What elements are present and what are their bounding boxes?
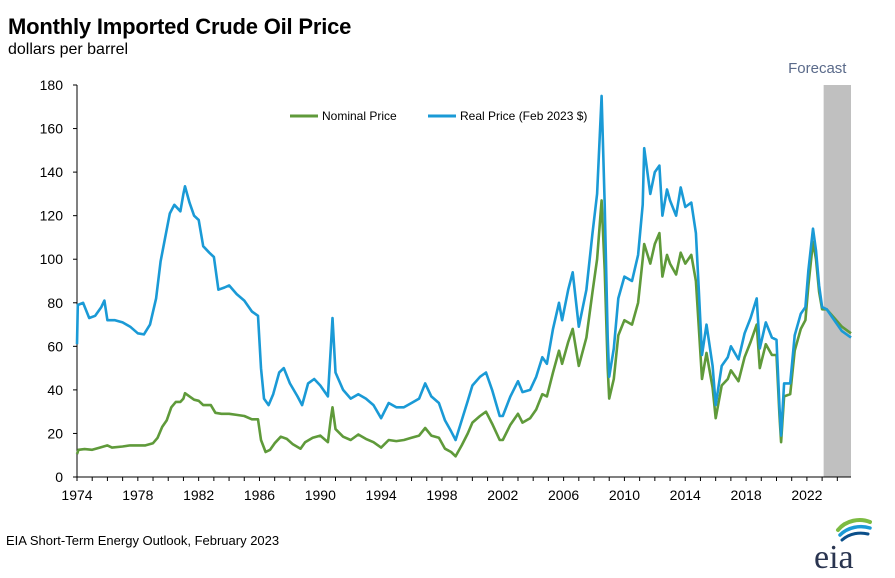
chart-title: Monthly Imported Crude Oil Price [8,14,352,39]
forecast-label: Forecast [788,60,847,77]
series-line-real [75,94,852,442]
y-tick-label: 60 [47,338,63,354]
legend-label-nominal: Nominal Price [322,109,397,123]
x-tick-label: 1974 [61,487,92,503]
x-tick-label: 2022 [791,487,822,503]
logo-arc-navy [840,531,870,542]
y-tick-label: 80 [47,295,63,311]
x-tick-label: 1986 [244,487,275,503]
y-tick-label: 160 [40,121,64,137]
x-tick-label: 2018 [730,487,761,503]
y-tick-label: 180 [40,77,64,93]
logo-text: eia [814,539,854,572]
y-tick-label: 120 [40,208,64,224]
logo-arc-blue [838,524,872,537]
series-line-nominal [75,199,852,458]
x-tick-label: 2010 [609,487,640,503]
logo-arc-green [836,518,872,532]
legend-label-real: Real Price (Feb 2023 $) [460,109,587,123]
x-tick-label: 1990 [305,487,336,503]
forecast-band [823,85,851,477]
x-tick-label: 2006 [548,487,579,503]
y-tick-label: 100 [40,251,64,267]
eia-logo: eia [814,518,872,572]
x-tick-label: 2002 [487,487,518,503]
y-tick-label: 40 [47,382,63,398]
x-axis: 1974 1978 1982 1986 1990 1994 1998 2002 2006 2010… [61,476,851,503]
chart-subtitle: dollars per barrel [8,41,129,58]
series-layer [75,94,852,458]
y-tick-label: 20 [47,425,63,441]
x-tick-label: 1998 [426,487,457,503]
x-tick-label: 2014 [670,487,701,503]
x-tick-label: 1982 [183,487,214,503]
source-note: EIA Short-Term Energy Outlook, February … [6,533,280,548]
y-tick-label: 0 [55,469,63,485]
x-tick-label: 1994 [366,487,397,503]
legend: Nominal Price Real Price (Feb 2023 $) [290,109,587,123]
x-tick-label: 1978 [122,487,153,503]
y-axis: 0 20 40 60 80 100 120 140 160 180 [40,77,78,485]
y-tick-label: 140 [40,164,64,180]
